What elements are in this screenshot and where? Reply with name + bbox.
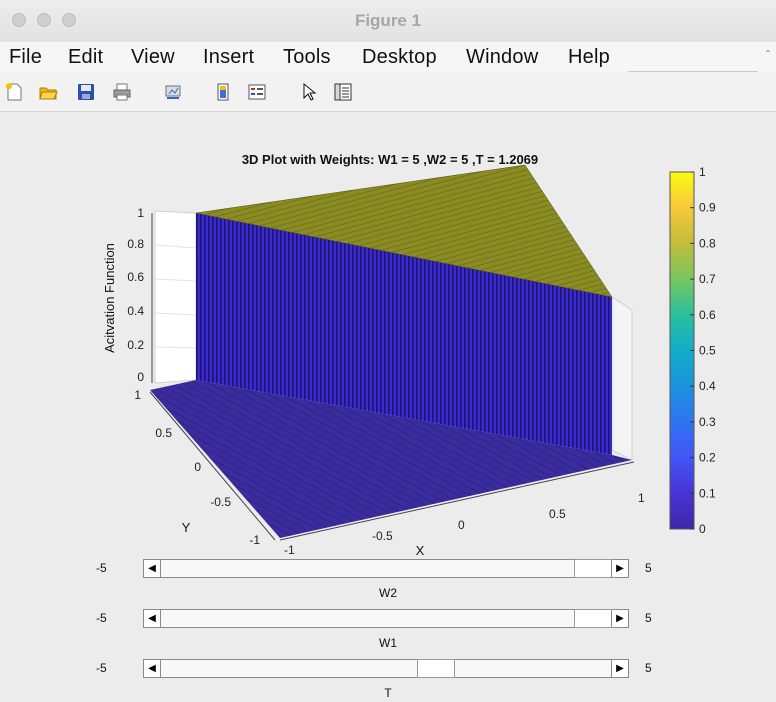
colorbar-tick: 0.9 [699, 201, 716, 215]
menu-insert[interactable]: Insert [203, 46, 255, 68]
z-tick: 0.2 [127, 338, 144, 352]
colorbar-tick: 0.6 [699, 308, 716, 322]
slider-thumb[interactable] [416, 659, 455, 678]
property-inspector-icon[interactable] [333, 82, 353, 102]
y-tick: 0 [194, 460, 201, 474]
colorbar-tick: 0 [699, 522, 706, 536]
right-arrow-icon[interactable]: ▶ [611, 560, 628, 577]
x-axis-label: X [416, 543, 425, 558]
close-window-button[interactable] [12, 13, 26, 27]
colorbar-tick: 0.7 [699, 272, 716, 286]
surface-floor [150, 380, 632, 538]
y-tick: -0.5 [210, 495, 231, 509]
colorbar-tick: 1 [699, 165, 706, 179]
right-arrow-icon[interactable]: ▶ [611, 660, 628, 677]
surface-wall [196, 213, 612, 455]
y-tick: 0.5 [155, 426, 172, 440]
slider-thumb[interactable] [574, 609, 612, 628]
x-tick: -0.5 [372, 529, 393, 543]
x-tick: -1 [284, 543, 295, 557]
slider-max-label: 5 [645, 661, 652, 675]
slider-max-label: 5 [645, 611, 652, 625]
slider-t-label: T [384, 686, 392, 700]
w1-slider[interactable]: ◀ ▶ [143, 609, 629, 628]
z-tick: 0 [137, 370, 144, 384]
menu-desktop[interactable]: Desktop [362, 46, 437, 68]
left-arrow-icon[interactable]: ◀ [144, 610, 161, 627]
legend-icon[interactable] [247, 82, 267, 102]
figure-toolbar [0, 73, 776, 112]
menu-tools[interactable]: Tools [283, 46, 331, 68]
z-tick: 0.4 [127, 304, 144, 318]
z-axis-label: Acitvation Function [102, 243, 117, 353]
slider-max-label: 5 [645, 561, 652, 575]
menu-file[interactable]: File [9, 46, 43, 68]
slider-thumb[interactable] [574, 559, 612, 578]
right-arrow-icon[interactable]: ▶ [611, 610, 628, 627]
slider-min-label: -5 [96, 561, 107, 575]
x-tick: 0 [458, 518, 465, 532]
pointer-icon[interactable] [299, 82, 319, 102]
x-axis: -1 -0.5 0 0.5 1 X [279, 461, 645, 558]
colorbar-tick: 0.5 [699, 344, 716, 358]
w2-slider[interactable]: ◀ ▶ [143, 559, 629, 578]
t-slider[interactable]: ◀ ▶ [143, 659, 629, 678]
surface-plot[interactable]: 1 0.8 0.6 0.4 0.2 0 Acitvation Function … [0, 0, 776, 560]
plot-title: 3D Plot with Weights: W1 = 5 ,W2 = 5 ,T … [241, 152, 539, 167]
z-tick: 1 [137, 206, 144, 220]
y-tick: 1 [134, 388, 141, 402]
save-icon[interactable] [76, 82, 96, 102]
z-tick: 0.8 [127, 237, 144, 251]
z-axis: 1 0.8 0.6 0.4 0.2 0 Acitvation Function [102, 206, 153, 384]
minimize-window-button[interactable] [37, 13, 51, 27]
menu-help[interactable]: Help [568, 46, 610, 68]
colorbar[interactable]: 0 0.1 0.2 0.3 0.4 0.5 0.6 0.7 0.8 0.9 1 [669, 165, 716, 536]
slider-min-label: -5 [96, 661, 107, 675]
z-tick: 0.6 [127, 270, 144, 284]
new-figure-icon[interactable] [4, 82, 24, 102]
colorbar-tick: 0.4 [699, 379, 716, 393]
menu-bar: File Edit View Insert Tools Desktop Wind… [0, 42, 776, 74]
slider-w1-label: W1 [379, 636, 397, 650]
colorbar-icon[interactable] [213, 82, 233, 102]
zoom-window-button[interactable] [62, 13, 76, 27]
slider-w2-row: -5 ◀ ▶ 5 [0, 559, 776, 581]
y-tick: -1 [249, 533, 260, 547]
menu-view[interactable]: View [131, 46, 175, 68]
slider-min-label: -5 [96, 611, 107, 625]
menu-window[interactable]: Window [466, 46, 539, 68]
print-icon[interactable] [112, 82, 132, 102]
surface-top [195, 164, 613, 298]
x-tick: 1 [638, 491, 645, 505]
colorbar-tick: 0.8 [699, 236, 716, 250]
menu-edit[interactable]: Edit [68, 46, 104, 68]
link-plot-icon[interactable] [163, 82, 183, 102]
open-file-icon[interactable] [38, 82, 58, 102]
slider-w1-row: -5 ◀ ▶ 5 [0, 609, 776, 631]
left-arrow-icon[interactable]: ◀ [144, 660, 161, 677]
colorbar-tick: 0.3 [699, 415, 716, 429]
y-axis: 1 0.5 0 -0.5 -1 Y [134, 388, 276, 547]
colorbar-tick: 0.2 [699, 451, 716, 465]
y-axis-label: Y [182, 520, 191, 535]
x-tick: 0.5 [549, 507, 566, 521]
chevron-up-icon[interactable]: ˆ [766, 48, 770, 62]
window-titlebar: Figure 1 [0, 0, 776, 43]
slider-t-row: -5 ◀ ▶ 5 [0, 659, 776, 681]
slider-w2-label: W2 [379, 586, 397, 600]
window-title: Figure 1 [354, 11, 422, 30]
menu-divider [628, 71, 758, 72]
left-arrow-icon[interactable]: ◀ [144, 560, 161, 577]
colorbar-tick: 0.1 [699, 486, 716, 500]
